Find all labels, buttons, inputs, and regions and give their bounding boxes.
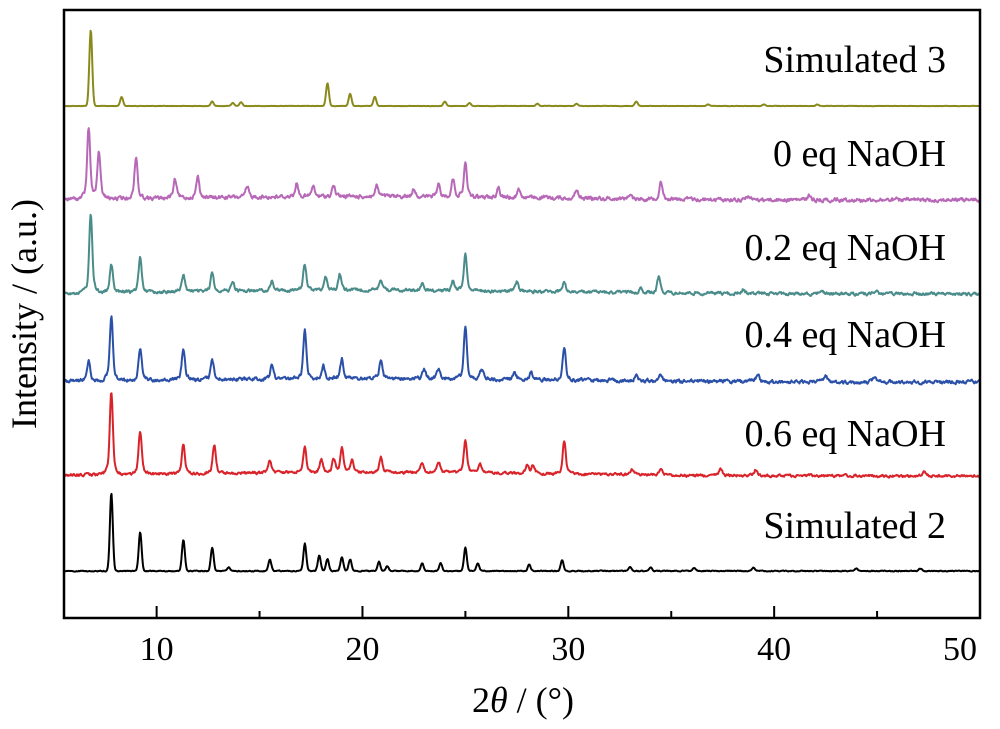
y-axis-title: Intensity / (a.u.) bbox=[4, 199, 44, 429]
series-traces bbox=[63, 29, 981, 573]
plot-frame bbox=[62, 8, 982, 620]
series-line-0-2-eq-naoh bbox=[63, 213, 981, 297]
series-line-simulated-3 bbox=[63, 29, 981, 108]
series-label-0-6-eq-naoh: 0.6 eq NaOH bbox=[744, 413, 946, 455]
series-label-0-2-eq-naoh: 0.2 eq NaOH bbox=[744, 227, 946, 269]
x-tick-label: 40 bbox=[757, 631, 791, 668]
x-axis-title: 2θ / (°) bbox=[472, 680, 574, 720]
series-label-simulated-3: Simulated 3 bbox=[763, 39, 946, 81]
x-tick-label: 10 bbox=[140, 631, 174, 668]
x-tick-label: 30 bbox=[551, 631, 585, 668]
series-line-0-eq-naoh bbox=[63, 127, 981, 204]
x-tick-label: 50 bbox=[943, 631, 977, 668]
series-label-0-4-eq-naoh: 0.4 eq NaOH bbox=[744, 314, 946, 356]
series-label-0-eq-naoh: 0 eq NaOH bbox=[773, 133, 946, 175]
x-axis-ticks: 10 20 30 40 50 bbox=[140, 606, 981, 668]
series-line-0-4-eq-naoh bbox=[63, 315, 981, 386]
x-tick-label: 20 bbox=[345, 631, 379, 668]
series-label-simulated-2: Simulated 2 bbox=[763, 505, 946, 547]
series-line-0-6-eq-naoh bbox=[63, 392, 981, 479]
series-line-simulated-2 bbox=[63, 492, 981, 573]
series-labels: Simulated 3 0 eq NaOH 0.2 eq NaOH 0.4 eq Na… bbox=[744, 39, 946, 547]
